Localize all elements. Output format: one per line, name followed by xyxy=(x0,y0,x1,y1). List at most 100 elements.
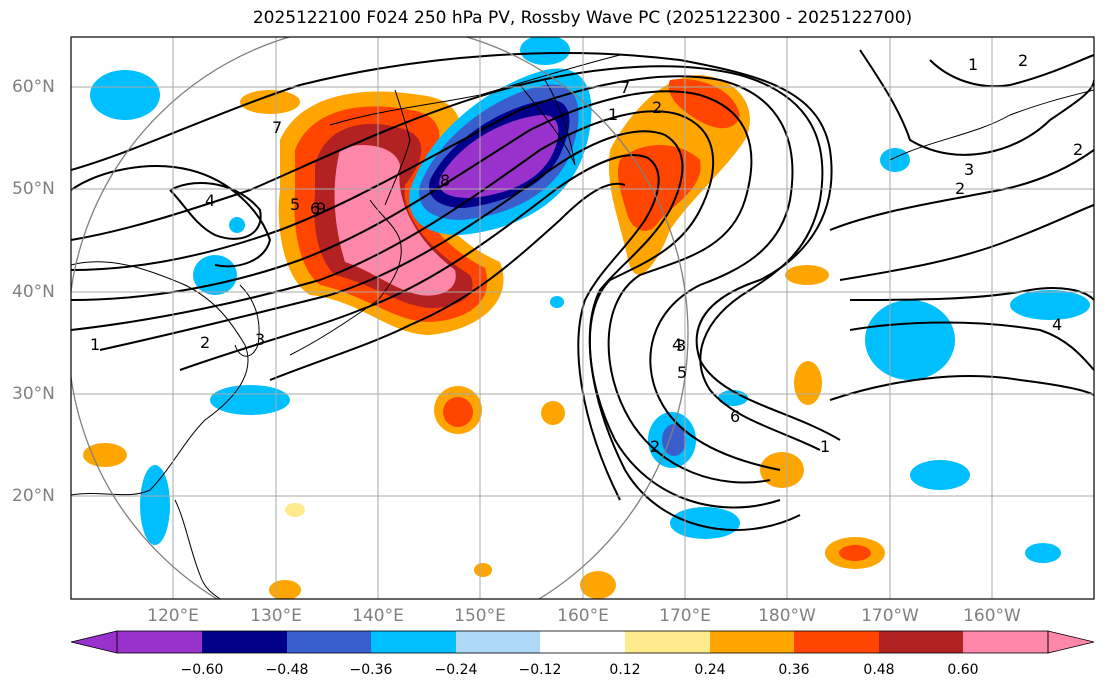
contour-label: 9 xyxy=(316,199,326,218)
contour-label: 1 xyxy=(968,55,978,74)
lon-label-180w: 180°W xyxy=(758,606,816,626)
pv-negative-cell-tiny3 xyxy=(229,217,245,233)
coastline-asia xyxy=(71,261,249,496)
lon-label-120e: 120°E xyxy=(147,606,199,626)
contour-label: 3 xyxy=(964,160,974,179)
lat-label-60n: 60°N xyxy=(12,77,55,97)
contour-label: 1 xyxy=(90,335,100,354)
contour-label: 8 xyxy=(440,171,450,190)
contour-northeast-1 xyxy=(859,49,1094,156)
map-frame xyxy=(70,36,1095,600)
pv-positive-cell-date-line xyxy=(794,361,822,405)
colorbar-segment xyxy=(202,631,287,653)
coastline-philippines xyxy=(174,499,221,599)
contour-pacific-ridge-4 xyxy=(849,321,1094,371)
colorbar-tick-label: 0.60 xyxy=(947,662,979,678)
pv-negative-cell-northwest xyxy=(520,37,570,65)
pv-negative-cell-mongolia xyxy=(90,70,160,120)
contour-label: 2 xyxy=(652,98,662,117)
contour-label: 3 xyxy=(676,336,686,355)
reference-circle xyxy=(71,37,689,599)
pv-negative-cell-east-pacific xyxy=(865,300,955,380)
colorbar-tick-label: 0.12 xyxy=(609,662,641,678)
colorbar-arrow-right xyxy=(1047,630,1095,654)
contour-pacific-ridge-5 xyxy=(829,375,1094,401)
contour-line-7 xyxy=(179,154,660,501)
pv-negative-cell-south-pacific xyxy=(670,507,740,539)
colorbar-segment xyxy=(117,631,202,653)
contour-label: 4 xyxy=(672,335,682,354)
lat-label-50n: 50°N xyxy=(12,179,55,199)
pv-positive-cell-south-japan-core xyxy=(443,397,473,427)
pv-positive-cell-north-pacific xyxy=(785,265,829,285)
contour-west-low xyxy=(169,182,262,240)
colorbar xyxy=(70,630,1095,654)
colorbar-segment xyxy=(963,631,1048,653)
lat-label-20n: 20°N xyxy=(12,486,55,506)
contour-pacific-ridge-2 xyxy=(839,204,1094,281)
contour-label: 2 xyxy=(650,437,660,456)
rossby-wave-contours xyxy=(71,49,1094,531)
colorbar-segment xyxy=(710,631,794,653)
pv-positive-cell-southeast-core xyxy=(839,545,871,561)
colorbar-segment xyxy=(371,631,456,653)
contour-label: 2 xyxy=(955,179,965,198)
pv-negative-cell-china xyxy=(210,385,290,415)
colorbar-frame xyxy=(116,630,1049,654)
contour-label: 1 xyxy=(820,437,830,456)
pv-negative-cell-hawaii xyxy=(910,460,970,490)
colorbar-arrow-left xyxy=(70,630,118,654)
colorbar-tick-label: 0.24 xyxy=(694,662,726,678)
pv-positive-cell-tiny2 xyxy=(474,563,492,577)
pv-positive-cell-hawaii-north xyxy=(760,452,804,488)
pv-negative-cell-korea xyxy=(193,255,237,295)
contour-line-4 xyxy=(71,90,771,484)
coastline-japan xyxy=(289,199,402,356)
contour-line-2 xyxy=(71,65,824,451)
pv-positive-cell-taiwan xyxy=(83,443,127,467)
contour-line-6 xyxy=(99,130,801,531)
colorbar-segment xyxy=(540,631,625,653)
contour-label: 2 xyxy=(200,333,210,352)
pv-positive-cell-south2 xyxy=(269,580,301,599)
colorbar-tick-label: 0.36 xyxy=(778,662,810,678)
contour-label: 6 xyxy=(310,199,320,218)
lon-label-150e: 150°E xyxy=(454,606,506,626)
contour-line-5 xyxy=(71,110,781,509)
pv-negative-cell-taiwan xyxy=(140,465,170,545)
pv-positive-cell-small xyxy=(541,401,565,425)
colorbar-segment xyxy=(625,631,710,653)
contour-label: 5 xyxy=(677,363,687,382)
pv-negative-cell-south-east xyxy=(1025,543,1061,563)
pv-negative-cell-aleutian xyxy=(1010,290,1090,320)
contour-line-3 xyxy=(71,75,794,471)
lon-label-140e: 140°E xyxy=(352,606,404,626)
colorbar-segment xyxy=(287,631,371,653)
colorbar-segment xyxy=(456,631,540,653)
pv-positive-region-central-pacific-north xyxy=(668,79,740,129)
contour-label: 2 xyxy=(1073,140,1083,159)
colorbar-tick-label: 0.48 xyxy=(863,662,895,678)
contour-label: 7 xyxy=(272,118,282,137)
colorbar-tick-label: −0.12 xyxy=(518,662,562,678)
coastline-kamchatka xyxy=(519,79,576,166)
pv-positive-cell-tiny xyxy=(285,503,305,517)
pv-positive-cell-south xyxy=(580,571,616,599)
lon-label-170e: 170°E xyxy=(659,606,711,626)
lon-label-130e: 130°E xyxy=(250,606,302,626)
contour-label: 7 xyxy=(620,78,630,97)
map-title: 2025122100 F024 250 hPa PV, Rossby Wave … xyxy=(252,8,913,28)
colorbar-tick-label: −0.24 xyxy=(434,662,478,678)
colorbar-segment xyxy=(879,631,963,653)
pv-negative-cell-tiny xyxy=(718,390,748,406)
contour-label: 4 xyxy=(205,191,215,210)
contour-label: 3 xyxy=(255,330,265,349)
contour-label: 6 xyxy=(730,407,740,426)
pv-positive-region-east-asia-max xyxy=(334,145,456,296)
lon-label-160e: 160°E xyxy=(557,606,609,626)
contour-label: 2 xyxy=(1018,51,1028,70)
pv-negative-cell-aleutian2 xyxy=(880,148,910,172)
contour-label: 1 xyxy=(608,105,618,124)
contour-line-8 xyxy=(269,182,626,381)
